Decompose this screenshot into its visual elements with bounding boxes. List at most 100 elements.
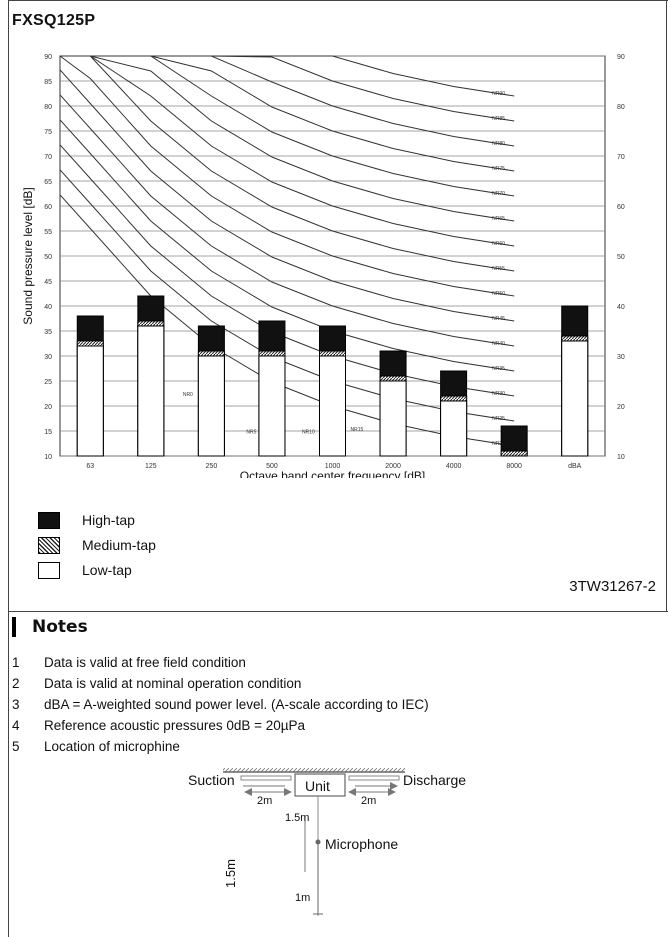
legend-swatch-medium	[38, 536, 60, 554]
note-text: Reference acoustic pressures 0dB = 20µPa	[44, 718, 306, 733]
note-number: 4	[12, 718, 20, 733]
dim-total-height-label: 1.5m	[223, 859, 238, 888]
y-tick-label: 20	[44, 404, 52, 411]
y-tick-label: 15	[44, 429, 52, 436]
suction-grille	[240, 775, 292, 781]
nr-curve	[59, 55, 515, 297]
y-tick-label: 65	[44, 179, 52, 186]
dim-below-unit-label: 1.5m	[285, 812, 309, 824]
nr-curve	[59, 69, 515, 322]
x-tick-label: dBA	[568, 463, 582, 470]
note-number: 1	[12, 655, 20, 670]
nr-curve-label: NR50	[492, 291, 505, 297]
frame-top-border	[8, 0, 668, 1]
y2-tick-label: 10	[617, 454, 625, 461]
nr-curve	[60, 55, 515, 222]
bar-low	[197, 355, 225, 457]
y-tick-label: 25	[44, 379, 52, 386]
x-tick-label: 125	[145, 463, 157, 470]
nr-curve-label: NR75	[492, 166, 505, 172]
legend-label-medium: Medium-tap	[82, 537, 156, 553]
y-tick-label: 60	[44, 204, 52, 211]
nr-curve	[59, 94, 515, 347]
frame-left-border	[8, 0, 9, 937]
mic-height-label: 1m	[295, 892, 310, 904]
notes-heading: Notes	[32, 617, 88, 637]
y-tick-label: 50	[44, 254, 52, 261]
nr-curve-label: NR55	[492, 266, 505, 272]
bar-low	[561, 340, 589, 457]
bar-low	[258, 355, 286, 457]
dim-right-label: 2m	[361, 795, 376, 807]
nr-curve-label: NR45	[492, 316, 505, 322]
model-title: FXSQ125P	[12, 12, 96, 29]
nr-curve	[60, 55, 515, 247]
note-item: 3 dBA = A-weighted sound power level. (A-…	[12, 697, 429, 712]
y-tick-label: 55	[44, 229, 52, 236]
y-tick-label: 35	[44, 329, 52, 336]
bar-low	[319, 355, 346, 457]
note-item: 2 Data is valid at nominal operation cond…	[12, 676, 301, 691]
note-text: Location of microphine	[44, 739, 180, 754]
nr-curve-label: NR60	[492, 241, 505, 247]
discharge-label: Discharge	[403, 772, 466, 788]
nr-curve	[60, 55, 515, 197]
nr-curve-label: NR90	[492, 91, 505, 97]
y2-tick-label: 40	[617, 304, 625, 311]
nr-curve-label: NR40	[492, 341, 505, 347]
x-tick-label: 250	[206, 463, 218, 470]
note-number: 2	[12, 676, 20, 691]
frame-right-border	[666, 0, 667, 612]
note-number: 3	[12, 697, 20, 712]
dim-left-label: 2m	[257, 795, 272, 807]
note-item: 4 Reference acoustic pressures 0dB = 20µP…	[12, 718, 305, 733]
microphone-icon	[315, 839, 321, 845]
legend-swatch-high	[38, 511, 60, 529]
nr-curve-label: NR15	[351, 427, 364, 433]
note-number: 5	[12, 739, 20, 754]
legend-label-low: Low-tap	[82, 562, 132, 578]
figure-code: 3TW31267-2	[569, 578, 656, 595]
nr-curve-label: NR25	[492, 416, 505, 422]
legend-label-high: High-tap	[82, 512, 135, 528]
x-tick-label: 1000	[325, 463, 341, 470]
sound-pressure-chart: 10 15 20 25 30 35 40 45 50 55 60 65 70 75 80 85 90 10 20 30…	[21, 54, 625, 478]
nr-curve-label: NR30	[492, 391, 505, 397]
y-tick-label: 40	[44, 304, 52, 311]
bar-medium	[500, 450, 528, 457]
y-axis-label: Sound pressure level [dB]	[21, 187, 35, 324]
note-text: Data is valid at free field condition	[44, 655, 246, 670]
nr-curve-label: NR80	[492, 141, 505, 147]
y-tick-label: 90	[44, 54, 52, 61]
nr-curve	[60, 55, 515, 272]
bar-low	[76, 345, 104, 457]
nr-curve-label: NR0	[183, 392, 193, 398]
y-tick-label: 70	[44, 154, 52, 161]
section-divider	[8, 611, 668, 612]
ceiling-hatch	[223, 768, 405, 772]
x-tick-label: 2000	[385, 463, 401, 470]
x-tick-label: 500	[266, 463, 278, 470]
y2-tick-label: 90	[617, 54, 625, 61]
y-tick-label: 75	[44, 129, 52, 136]
notes-marker	[12, 617, 16, 637]
x-tick-label: 4000	[446, 463, 462, 470]
nr-curve-label: NR85	[492, 116, 505, 122]
legend-item-medium: Medium-tap	[38, 535, 156, 555]
bar-low	[440, 400, 468, 457]
y2-tick-label: 50	[617, 254, 625, 261]
nr-curve-label: NR20	[492, 441, 505, 447]
y-tick-label: 30	[44, 354, 52, 361]
legend-item-low: Low-tap	[38, 560, 132, 580]
nr-curve-label: NR65	[492, 216, 505, 222]
discharge-grille	[348, 775, 400, 781]
bar-low	[379, 380, 407, 457]
nr-curve-label: NR5	[246, 430, 256, 436]
y2-tick-label: 70	[617, 154, 625, 161]
nr-curve-label: NR10	[302, 430, 315, 436]
y-tick-label: 10	[44, 454, 52, 461]
y-tick-label: 45	[44, 279, 52, 286]
y2-tick-label: 20	[617, 404, 625, 411]
x-tick-label: 63	[86, 463, 94, 470]
legend-item-high: High-tap	[38, 510, 135, 530]
